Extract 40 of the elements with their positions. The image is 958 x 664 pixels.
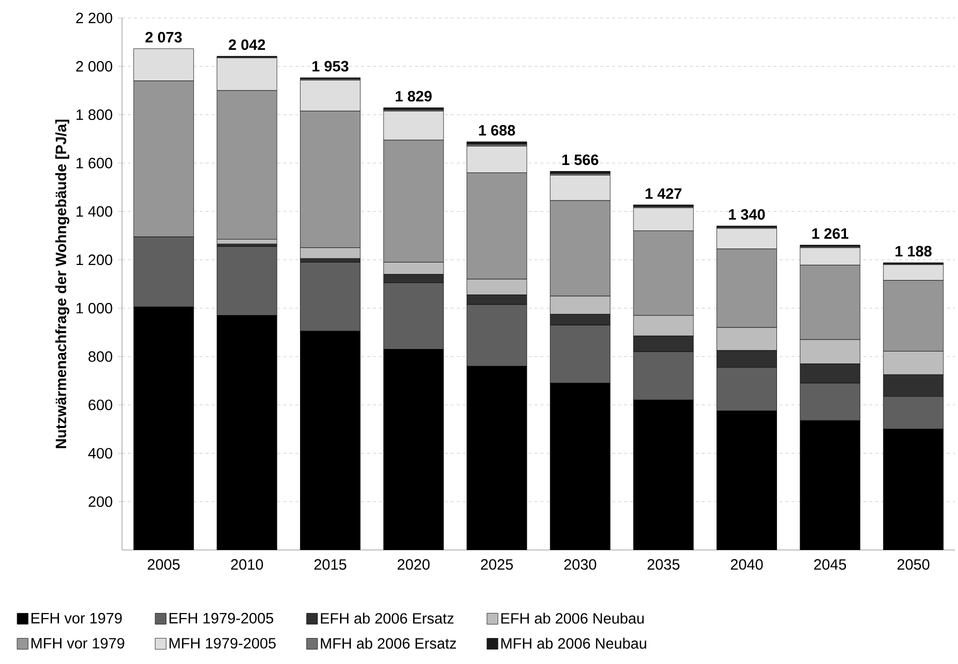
x-tick-label: 2045: [814, 559, 846, 570]
legend-label: EFH 1979-2005: [170, 612, 274, 624]
total-label: 1 188: [896, 246, 932, 256]
x-tick-label: 2035: [648, 559, 680, 570]
y-tick-label: 1 800: [76, 109, 112, 120]
total-label: 1 953: [312, 60, 348, 72]
y-tick-label: 2 200: [76, 12, 112, 24]
y-axis-title: Nutzwärmenachfrage der Wohngebäude [PJ/a]: [55, 120, 70, 448]
total-label: 2 073: [145, 32, 182, 42]
y-tick-label: 1 200: [76, 254, 112, 266]
legend-label: EFH vor 1979: [32, 612, 122, 624]
total-label: 1 688: [479, 125, 516, 136]
y-tick-label: 400: [88, 448, 112, 459]
x-tick-label: 2030: [564, 559, 596, 570]
x-tick-label: 2005: [148, 559, 180, 570]
x-tick-label: 2010: [231, 559, 263, 570]
y-tick-label: 1 000: [76, 302, 112, 314]
y-tick-label: 600: [88, 400, 112, 410]
legend-label: MFH vor 1979: [32, 638, 124, 649]
x-tick-label: 2040: [730, 559, 763, 570]
total-label: 1 427: [646, 188, 682, 199]
x-tick-label: 2015: [314, 559, 346, 570]
y-tick-label: 1 600: [76, 158, 112, 168]
x-tick-label: 2020: [398, 559, 430, 570]
y-tick-label: 200: [88, 496, 112, 507]
total-label: 1 340: [728, 209, 765, 220]
total-label: 1 829: [396, 90, 432, 102]
legend-label: MFH ab 2006 Neubau: [501, 638, 646, 649]
x-tick-label: 2025: [480, 559, 513, 570]
x-tick-label: 2050: [897, 559, 930, 570]
y-tick-label: 800: [88, 351, 112, 362]
legend-label: EFH ab 2006 Ersatz: [320, 612, 454, 624]
y-tick-label: 1 400: [76, 206, 112, 217]
total-label: 1 261: [812, 228, 848, 239]
total-label: 1 566: [562, 154, 598, 166]
y-tick-label: 2 000: [76, 61, 112, 72]
total-label: 2 042: [228, 39, 266, 50]
legend-label: MFH 1979-2005: [170, 638, 276, 649]
legend-label: MFH ab 2006 Ersatz: [320, 638, 456, 649]
legend-label: EFH ab 2006 Neubau: [501, 612, 644, 624]
